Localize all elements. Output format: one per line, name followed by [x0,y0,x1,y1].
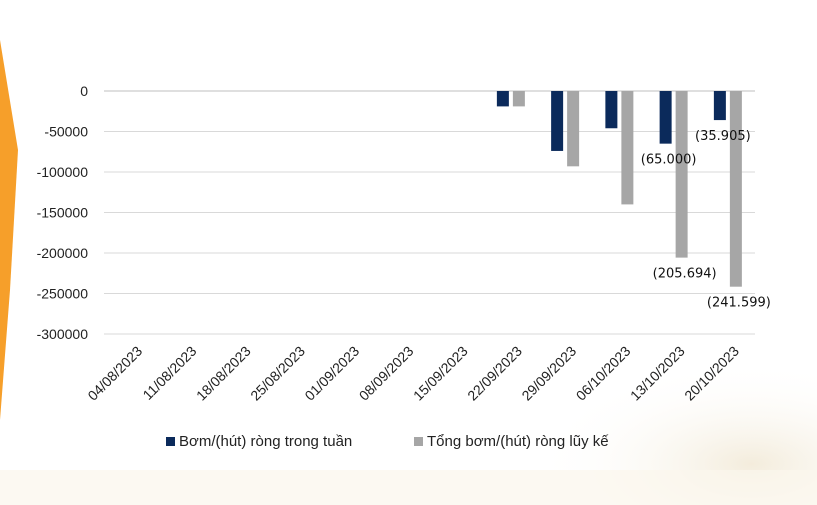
x-tick-label: 13/10/2023 [627,343,688,404]
bar-cumulative [567,91,580,167]
bar-weekly [496,91,509,107]
x-axis-tick-labels: 04/08/202311/08/202318/08/202325/08/2023… [84,343,742,404]
y-tick-label: -150000 [37,205,89,221]
x-tick-label: 11/08/2023 [139,343,199,403]
bar-cumulative [621,91,634,205]
y-tick-label: -200000 [37,245,89,261]
data-label: (241.599) [707,296,771,311]
y-axis-tick-labels: 0 -50000 -100000 -150000 -200000 -250000 -3000… [37,83,89,342]
x-tick-label: 29/09/2023 [518,343,579,404]
bar-cumulative [729,91,742,287]
x-tick-label: 01/09/2023 [301,343,362,404]
data-label: (35.905) [695,129,751,144]
x-tick-label: 15/09/2023 [410,343,471,404]
y-tick-label: -50000 [44,124,88,140]
data-label: (65.000) [641,153,697,168]
legend: Bơm/(hút) ròng trong tuần Tổng bơm/(hút) … [166,433,609,450]
data-label: (205.694) [653,267,717,282]
bar-weekly [713,91,726,121]
x-tick-label: 25/08/2023 [247,343,308,404]
bars [496,91,742,287]
legend-swatch [414,437,423,446]
x-tick-label: 04/08/2023 [84,343,145,404]
gridlines [104,90,755,335]
bar-weekly [659,91,672,144]
x-tick-label: 18/08/2023 [193,343,254,404]
y-tick-label: -300000 [37,326,89,342]
y-tick-label: -100000 [37,164,89,180]
x-tick-label: 22/09/2023 [464,343,525,404]
x-tick-label: 20/10/2023 [681,343,742,404]
bar-cumulative [512,91,525,107]
legend-label: Bơm/(hút) ròng trong tuần [179,433,352,450]
orange-accent-shape [0,40,18,420]
bar-cumulative [675,91,688,258]
legend-swatch [166,437,175,446]
x-tick-label: 08/09/2023 [356,343,417,404]
bar-weekly [605,91,618,129]
x-tick-label: 06/10/2023 [573,343,634,404]
data-labels: (65.000) (35.905) (205.694) (241.599) [641,129,771,311]
bar-weekly [551,91,564,151]
y-tick-label: -250000 [37,286,89,302]
y-tick-label: 0 [80,83,88,99]
legend-label: Tổng bơm/(hút) ròng lũy kế [427,433,609,450]
